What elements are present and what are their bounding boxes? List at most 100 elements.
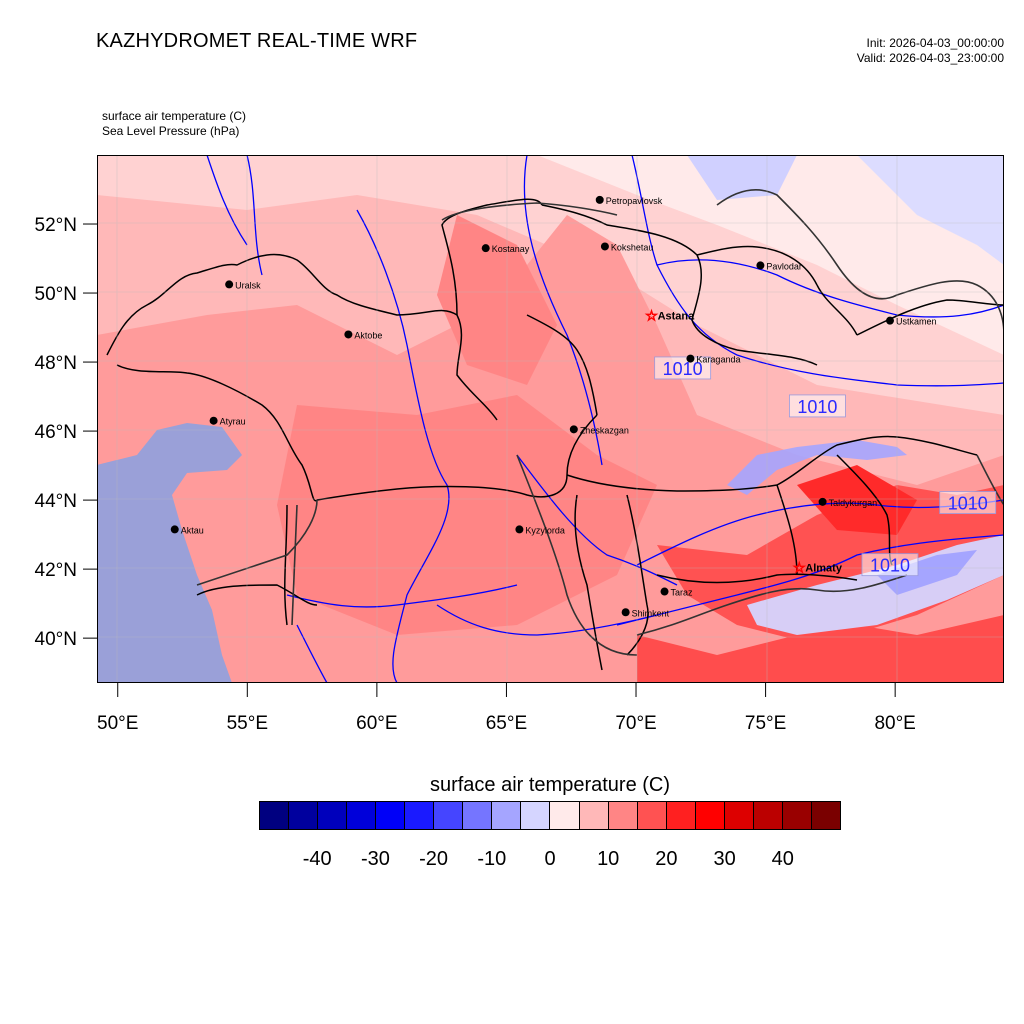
city-label: Aktau: [181, 525, 204, 535]
city-dot-icon: [225, 280, 234, 289]
latitude-ticks: 40°N 42°N 44°N 46°N 48°N 50°N 52°N: [35, 215, 97, 650]
colorbar-swatch: [318, 802, 348, 829]
city-karaganda: Karaganda: [686, 354, 740, 365]
isobar-label: 1010: [789, 394, 846, 418]
international-borders: [196, 189, 1004, 656]
isobar-label: 1010: [939, 491, 997, 514]
colorbar-label: 0: [544, 848, 556, 870]
isobar-label-box: [861, 553, 919, 577]
city-kokshetau: Kokshetau: [600, 242, 654, 252]
city-dot-icon: [660, 587, 669, 596]
temperature-field-cold-mountains2: [877, 550, 977, 595]
colorbar-swatch: [579, 802, 609, 829]
city-shimkent: Shimkent: [621, 608, 670, 618]
city-kyzylorda: Kyzylorda: [515, 525, 565, 535]
colorbar-label: -20: [419, 848, 449, 870]
region-borders: [106, 198, 1004, 671]
isobar-label-box: [939, 491, 997, 514]
city-label: Zheskazgan: [580, 425, 629, 435]
city-pavlodar: Pavlodar: [756, 261, 802, 271]
city-dot-icon: [756, 261, 765, 270]
city-label: Kokshetau: [611, 242, 654, 252]
city-dot-icon: [344, 330, 353, 339]
city-dot-icon: [569, 425, 578, 434]
city-label: Ustkamen: [896, 317, 937, 327]
capital-star-icon: ☆: [793, 559, 806, 575]
lon-tick-label: 50°E: [97, 713, 138, 734]
city-dot-icon: [481, 244, 490, 253]
colorbar-swatch: [724, 802, 754, 829]
lon-tick-label: 75°E: [745, 713, 786, 734]
city-label: Aktobe: [354, 330, 382, 340]
city-zheskazgan: Zheskazgan: [569, 425, 629, 435]
lat-tick-label: 52°N: [35, 215, 77, 236]
variable-label-pressure: Sea Level Pressure (hPa): [102, 124, 240, 138]
lon-tick-label: 65°E: [486, 713, 527, 734]
city-markers: Petropavlovsk Kostanay Kokshetau Pavlodar Ur…: [170, 195, 937, 618]
lat-tick-label: 44°N: [35, 491, 77, 512]
colorbar-swatch: [666, 802, 696, 829]
colorbar-label: -30: [360, 848, 390, 870]
isobar-label-text: 1010: [948, 494, 988, 514]
city-aktau: Aktau: [170, 525, 204, 535]
colorbar-swatch: [637, 802, 667, 829]
temperature-field-pale: [537, 155, 1004, 355]
city-label: Taldykurgan: [829, 498, 878, 508]
aral-sea: [97, 460, 127, 495]
city-dot-icon: [818, 497, 827, 506]
lat-tick-label: 50°N: [35, 284, 77, 305]
lat-tick-label: 48°N: [35, 353, 77, 374]
city-uralsk: Uralsk: [225, 280, 261, 290]
temperature-field-cold-ne: [687, 155, 1004, 265]
lat-tick-label: 40°N: [35, 629, 77, 650]
isobars: [206, 155, 1004, 683]
city-label: Taraz: [671, 588, 694, 598]
graticule: [97, 155, 1004, 683]
city-dot-icon: [621, 608, 630, 617]
temperature-field-cold-ne2: [687, 155, 797, 200]
isobar-label-text: 1010: [663, 359, 703, 379]
capital-star-icon: ☆: [645, 307, 658, 323]
isobar-label: 1010: [654, 356, 712, 380]
colorbar-label: 10: [597, 848, 620, 870]
city-dot-icon: [515, 525, 524, 534]
colorbar-swatch: [260, 802, 290, 829]
city-label: Pavlodar: [766, 261, 802, 271]
colorbar: [259, 801, 841, 830]
city-kostanay: Kostanay: [481, 244, 530, 254]
city-label: Atyrau: [220, 417, 246, 427]
city-dot-icon: [595, 195, 604, 204]
colorbar-swatch: [521, 802, 551, 829]
colorbar-label: 20: [655, 848, 678, 870]
isobar-label: 1010: [861, 553, 919, 577]
colorbar-swatch: [782, 802, 812, 829]
isobar-labels: 1010 1010 1010 1010: [654, 356, 997, 577]
colorbar-swatch: [289, 802, 319, 829]
colorbar-label: 30: [713, 848, 736, 870]
map-panel: 1010 1010 1010 1010 Petropavlovsk Kostanay Ko…: [97, 155, 1004, 683]
city-dot-icon: [600, 242, 609, 251]
colorbar-swatch: [376, 802, 406, 829]
lon-tick-label: 55°E: [227, 713, 268, 734]
colorbar-swatch: [347, 802, 377, 829]
city-label: Kostanay: [492, 244, 530, 254]
city-label: Karaganda: [696, 355, 740, 365]
lon-tick-label: 70°E: [615, 713, 656, 734]
city-label: Kyzylorda: [525, 525, 565, 535]
city-ustkamen: Ustkamen: [885, 316, 937, 327]
city-atyrau: Atyrau: [209, 416, 246, 427]
city-label: Uralsk: [235, 280, 261, 290]
init-time: Init: 2026-04-03_00:00:00: [866, 36, 1004, 50]
city-aktobe: Aktobe: [344, 330, 382, 340]
lat-tick-label: 46°N: [35, 422, 77, 443]
colorbar-swatch: [492, 802, 522, 829]
city-label: Astana: [658, 310, 696, 322]
colorbar-swatch: [753, 802, 783, 829]
colorbar-swatch: [434, 802, 464, 829]
city-petropavlovsk: Petropavlovsk: [595, 195, 663, 206]
isobar-label-box: [654, 356, 712, 380]
isobar-label-text: 1010: [870, 556, 910, 576]
lat-tick-label: 42°N: [35, 560, 77, 581]
city-astana: ☆ Astana: [645, 307, 696, 324]
page-title: KAZHYDROMET REAL-TIME WRF: [96, 30, 418, 52]
